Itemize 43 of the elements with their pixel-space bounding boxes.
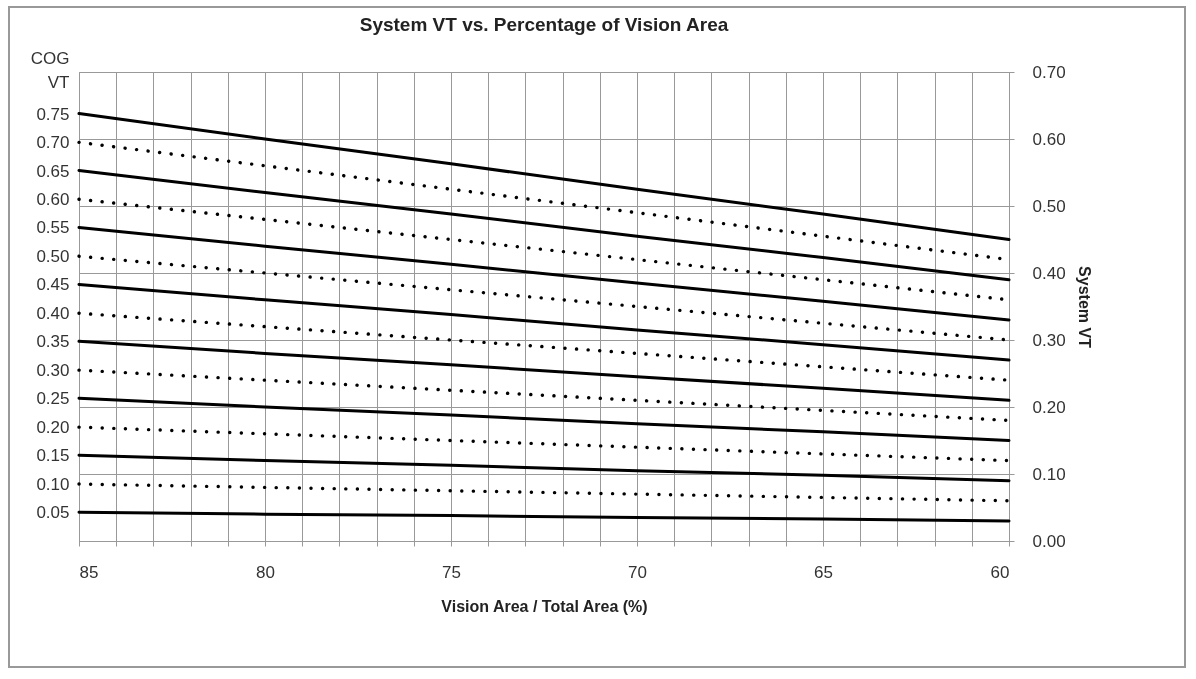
y2-tick-label: 0.00: [1032, 531, 1066, 551]
y-tick-label: 0.75: [36, 104, 70, 124]
y2-tick-label: 0.10: [1032, 464, 1066, 484]
y-tick-label: 0.55: [36, 218, 70, 238]
line-series: [77, 482, 1011, 503]
y-axis-title: COG VT: [30, 48, 70, 92]
y2-tick-label: 0.30: [1032, 330, 1066, 350]
y2-tick-label: 0.50: [1032, 196, 1066, 216]
x-tick-label: 85: [79, 562, 99, 582]
line-series: [77, 282, 1011, 362]
y2-tick-label: 0.60: [1032, 129, 1066, 149]
y-tick-label: 0.50: [36, 246, 70, 266]
y-tick-label: 0.25: [36, 389, 70, 409]
chart-title: System VT vs. Percentage of Vision Area: [359, 14, 729, 35]
x-tick-label: 65: [814, 562, 833, 582]
y-tick-label: 0.15: [36, 446, 70, 466]
line-series: [77, 396, 1011, 442]
y-tick-label: 0.10: [36, 474, 70, 494]
y-tick-label: 0.35: [36, 332, 70, 352]
y-tick-label: 0.05: [36, 503, 70, 523]
y-tick-label: 0.70: [36, 133, 70, 153]
x-tick-label: 60: [990, 562, 1010, 582]
y-tick-label: 0.30: [36, 360, 70, 380]
y2-tick-label: 0.70: [1032, 62, 1066, 82]
line-series: [77, 453, 1011, 483]
x-tick-label: 75: [442, 562, 461, 582]
line-series: [77, 425, 1011, 463]
line-series: [77, 510, 1011, 523]
y2-tick-label: 0.20: [1032, 397, 1066, 417]
x-tick-label: 80: [256, 562, 275, 582]
x-axis-title: Vision Area / Total Area (%): [441, 597, 648, 615]
y-tick-label: 0.45: [36, 275, 70, 295]
y-tick-label: 0.65: [36, 161, 70, 181]
y2-tick-label: 0.40: [1032, 263, 1066, 283]
line-series: [77, 112, 1011, 241]
x-tick-label: 70: [628, 562, 647, 582]
y-tick-label: 0.20: [36, 417, 70, 437]
y-tick-label: 0.40: [36, 303, 70, 323]
line-series: [77, 339, 1011, 402]
line-series: [77, 225, 1011, 322]
line-series: [77, 168, 1011, 282]
y-tick-label: 0.60: [36, 190, 70, 209]
y2-axis-title: System VT: [1075, 266, 1093, 349]
